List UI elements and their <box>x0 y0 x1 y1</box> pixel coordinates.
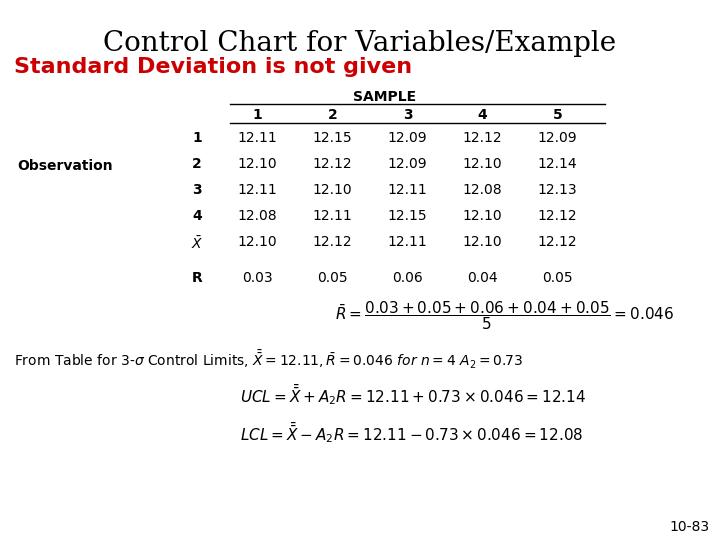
Text: 12.10: 12.10 <box>463 157 503 171</box>
Text: 12.12: 12.12 <box>463 131 503 145</box>
Text: 12.11: 12.11 <box>238 131 277 145</box>
Text: 12.11: 12.11 <box>238 183 277 197</box>
Text: 1: 1 <box>192 131 202 145</box>
Text: R: R <box>192 271 202 285</box>
Text: 5: 5 <box>553 108 562 122</box>
Text: 3: 3 <box>192 183 202 197</box>
Text: 2: 2 <box>328 108 338 122</box>
Text: 12.11: 12.11 <box>387 235 428 249</box>
Text: 4: 4 <box>192 209 202 223</box>
Text: 12.10: 12.10 <box>463 209 503 223</box>
Text: From Table for 3-$\sigma$ Control Limits, $\bar{\bar{X}} = 12.11, \bar{R} = 0.04: From Table for 3-$\sigma$ Control Limits… <box>14 349 523 371</box>
Text: 0.05: 0.05 <box>542 271 573 285</box>
Text: 12.10: 12.10 <box>312 183 352 197</box>
Text: 0.05: 0.05 <box>318 271 348 285</box>
Text: 0.03: 0.03 <box>242 271 273 285</box>
Text: 12.12: 12.12 <box>312 157 352 171</box>
Text: Standard Deviation is not given: Standard Deviation is not given <box>14 57 412 77</box>
Text: 0.04: 0.04 <box>467 271 498 285</box>
Text: 3: 3 <box>402 108 413 122</box>
Text: 12.12: 12.12 <box>538 235 577 249</box>
Text: 12.09: 12.09 <box>387 157 427 171</box>
Text: 12.08: 12.08 <box>238 209 277 223</box>
Text: 12.12: 12.12 <box>312 235 352 249</box>
Text: 0.06: 0.06 <box>392 271 423 285</box>
Text: 12.15: 12.15 <box>312 131 352 145</box>
Text: 12.10: 12.10 <box>463 235 503 249</box>
Text: 12.11: 12.11 <box>387 183 428 197</box>
Text: $\bar{R} = \dfrac{0.03 + 0.05 + 0.06 + 0.04 + 0.05}{5} = 0.046$: $\bar{R} = \dfrac{0.03 + 0.05 + 0.06 + 0… <box>335 299 675 332</box>
Text: $UCL = \bar{\bar{X}} + A_2R = 12.11 + 0.73 \times 0.046 = 12.14$: $UCL = \bar{\bar{X}} + A_2R = 12.11 + 0.… <box>240 382 586 407</box>
Text: 12.11: 12.11 <box>312 209 352 223</box>
Text: SAMPLE: SAMPLE <box>354 90 417 104</box>
Text: 12.09: 12.09 <box>387 131 427 145</box>
Text: 4: 4 <box>477 108 487 122</box>
Text: 12.13: 12.13 <box>538 183 577 197</box>
Text: 12.14: 12.14 <box>538 157 577 171</box>
Text: 12.10: 12.10 <box>238 235 277 249</box>
Text: 12.10: 12.10 <box>238 157 277 171</box>
Text: 12.08: 12.08 <box>463 183 503 197</box>
Text: Observation: Observation <box>17 159 113 173</box>
Text: Control Chart for Variables/Example: Control Chart for Variables/Example <box>104 30 616 57</box>
Text: 2: 2 <box>192 157 202 171</box>
Text: 10-83: 10-83 <box>670 520 710 534</box>
Text: 1: 1 <box>253 108 262 122</box>
Text: $LCL = \bar{\bar{X}} - A_2R = 12.11 - 0.73 \times 0.046 = 12.08$: $LCL = \bar{\bar{X}} - A_2R = 12.11 - 0.… <box>240 420 583 445</box>
Text: 12.15: 12.15 <box>387 209 427 223</box>
Text: 12.12: 12.12 <box>538 209 577 223</box>
Text: 12.09: 12.09 <box>538 131 577 145</box>
Text: $\bar{X}$: $\bar{X}$ <box>191 235 203 252</box>
